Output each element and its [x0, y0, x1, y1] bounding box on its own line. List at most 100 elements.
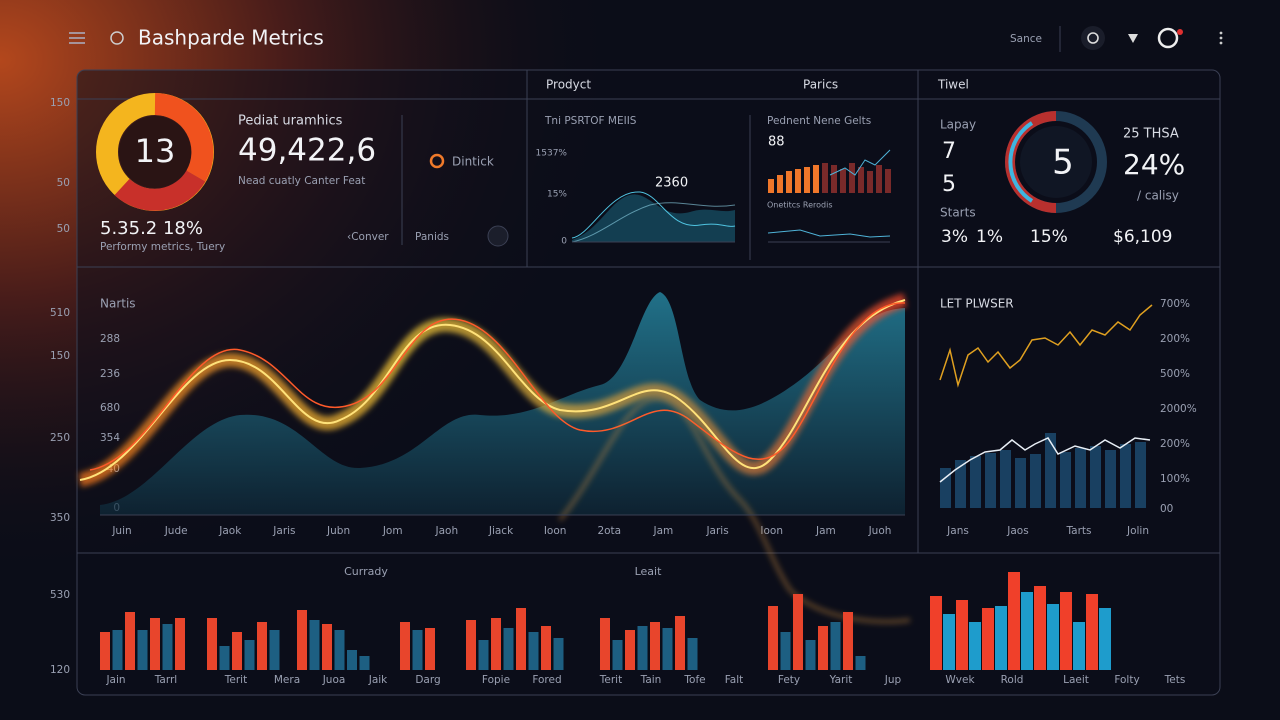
bar — [528, 632, 539, 670]
x-tick-label: Juoa — [322, 674, 346, 686]
bar — [970, 456, 981, 508]
axis-label: 50 — [57, 177, 70, 189]
axis-label: 510 — [50, 307, 70, 319]
y-tick-label: 2000% — [1160, 403, 1197, 415]
y-tick-label: 100% — [1160, 473, 1190, 485]
stat-sub: / calisy — [1137, 189, 1179, 203]
round-button[interactable] — [487, 225, 509, 247]
share-icon[interactable] — [1128, 34, 1138, 43]
bar — [793, 594, 803, 670]
y-tick-label: 1537% — [536, 149, 568, 159]
line — [571, 202, 736, 243]
stat-top: 25 THSA — [1123, 127, 1179, 142]
mini-value: 88 — [768, 135, 785, 150]
bar — [956, 600, 968, 670]
section-title: Currady — [344, 565, 388, 578]
link[interactable]: Panids — [415, 231, 449, 243]
axis-label: 150 — [50, 350, 70, 362]
line — [829, 149, 891, 176]
bar — [309, 620, 320, 670]
area — [572, 194, 735, 242]
x-tick-label: Fored — [532, 674, 561, 686]
x-tick-label: Laeit — [1063, 674, 1089, 686]
bar — [943, 614, 955, 670]
kpi-sub: Nead cuatly Canter Feat — [238, 175, 365, 187]
logo-icon — [110, 31, 124, 45]
link[interactable]: ‹Conver — [347, 231, 389, 243]
menu-icon[interactable] — [69, 32, 85, 44]
x-tick-label: Tets — [1164, 674, 1186, 686]
bar — [425, 628, 435, 670]
axis-label: 350 — [50, 512, 70, 524]
kpi-bottom-label: Performy metrics, Tuery — [100, 241, 225, 253]
avatar-badge — [1177, 29, 1183, 35]
x-tick-label: Yarit — [829, 674, 853, 686]
wave — [79, 299, 906, 481]
bar — [849, 163, 855, 193]
x-tick-label: Jaik — [368, 674, 388, 686]
bar — [219, 646, 230, 670]
bar — [818, 626, 828, 670]
x-tick-label: Tarts — [1065, 525, 1091, 537]
bar — [1086, 594, 1098, 670]
x-tick-label: Fopie — [482, 674, 510, 686]
line — [939, 304, 1153, 388]
x-tick-label: Tofe — [683, 674, 705, 686]
x-tick-label: Jain — [105, 674, 125, 686]
bar — [822, 163, 828, 193]
bar — [1135, 442, 1146, 508]
x-tick-label: 2ota — [597, 525, 621, 537]
search[interactable]: Sance — [1010, 33, 1042, 45]
y-tick-label: 200% — [1160, 333, 1190, 345]
stat-pct: 24% — [1123, 148, 1185, 181]
y-tick-label: 00 — [1160, 503, 1173, 515]
bar — [516, 608, 526, 670]
x-tick-label: Ioon — [544, 525, 567, 537]
bar — [175, 618, 185, 670]
bar — [1000, 450, 1011, 508]
bar — [830, 622, 841, 670]
bar — [786, 171, 792, 193]
more-icon[interactable] — [1219, 31, 1223, 45]
x-tick-label: Mera — [274, 674, 300, 686]
bar — [322, 624, 332, 670]
mini-title: Pednent Nene Gelts — [767, 115, 871, 127]
button[interactable]: Dintick — [452, 155, 494, 169]
x-tick-label: Wvek — [945, 674, 975, 686]
bar — [1090, 446, 1101, 508]
y-tick-label: 500% — [1160, 368, 1190, 380]
kpi-label: Pediat uramhics — [238, 114, 343, 129]
bar — [955, 460, 966, 508]
mini-title: Tni PSRTOF MEIIS — [544, 115, 637, 127]
bar — [1060, 452, 1071, 508]
notification-icon — [1087, 32, 1099, 44]
x-tick-label: Tain — [640, 674, 662, 686]
axis-label: 250 — [50, 432, 70, 444]
x-tick-label: Terit — [224, 674, 247, 686]
ring-segment — [154, 93, 214, 182]
bar — [100, 632, 110, 670]
bar — [795, 169, 801, 193]
notification-button[interactable] — [1081, 26, 1105, 50]
ring-segment — [1008, 121, 1034, 203]
kpi-bottom-value: 5.35.2 18% — [100, 218, 203, 239]
bar — [831, 165, 837, 193]
bar — [858, 167, 864, 193]
bar — [466, 620, 476, 670]
bar — [840, 169, 846, 193]
ring-segment — [114, 169, 206, 211]
bar — [995, 606, 1007, 670]
bar — [1073, 622, 1085, 670]
bar — [855, 656, 866, 670]
bar — [207, 618, 217, 670]
avatar[interactable] — [1157, 27, 1179, 49]
line — [571, 191, 736, 239]
x-tick-label: Jup — [884, 674, 902, 686]
annotation: 2360 — [655, 176, 688, 191]
bar — [257, 622, 267, 670]
bar — [553, 638, 564, 670]
axis-label: 150 — [50, 97, 70, 109]
x-tick-label: Jaris — [272, 525, 295, 537]
panel-header: Tiwel — [937, 78, 969, 92]
bar — [777, 175, 783, 193]
